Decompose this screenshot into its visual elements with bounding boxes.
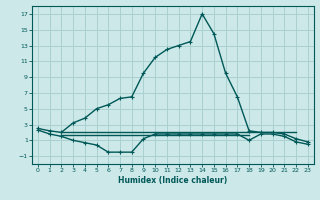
X-axis label: Humidex (Indice chaleur): Humidex (Indice chaleur) [118,176,228,185]
